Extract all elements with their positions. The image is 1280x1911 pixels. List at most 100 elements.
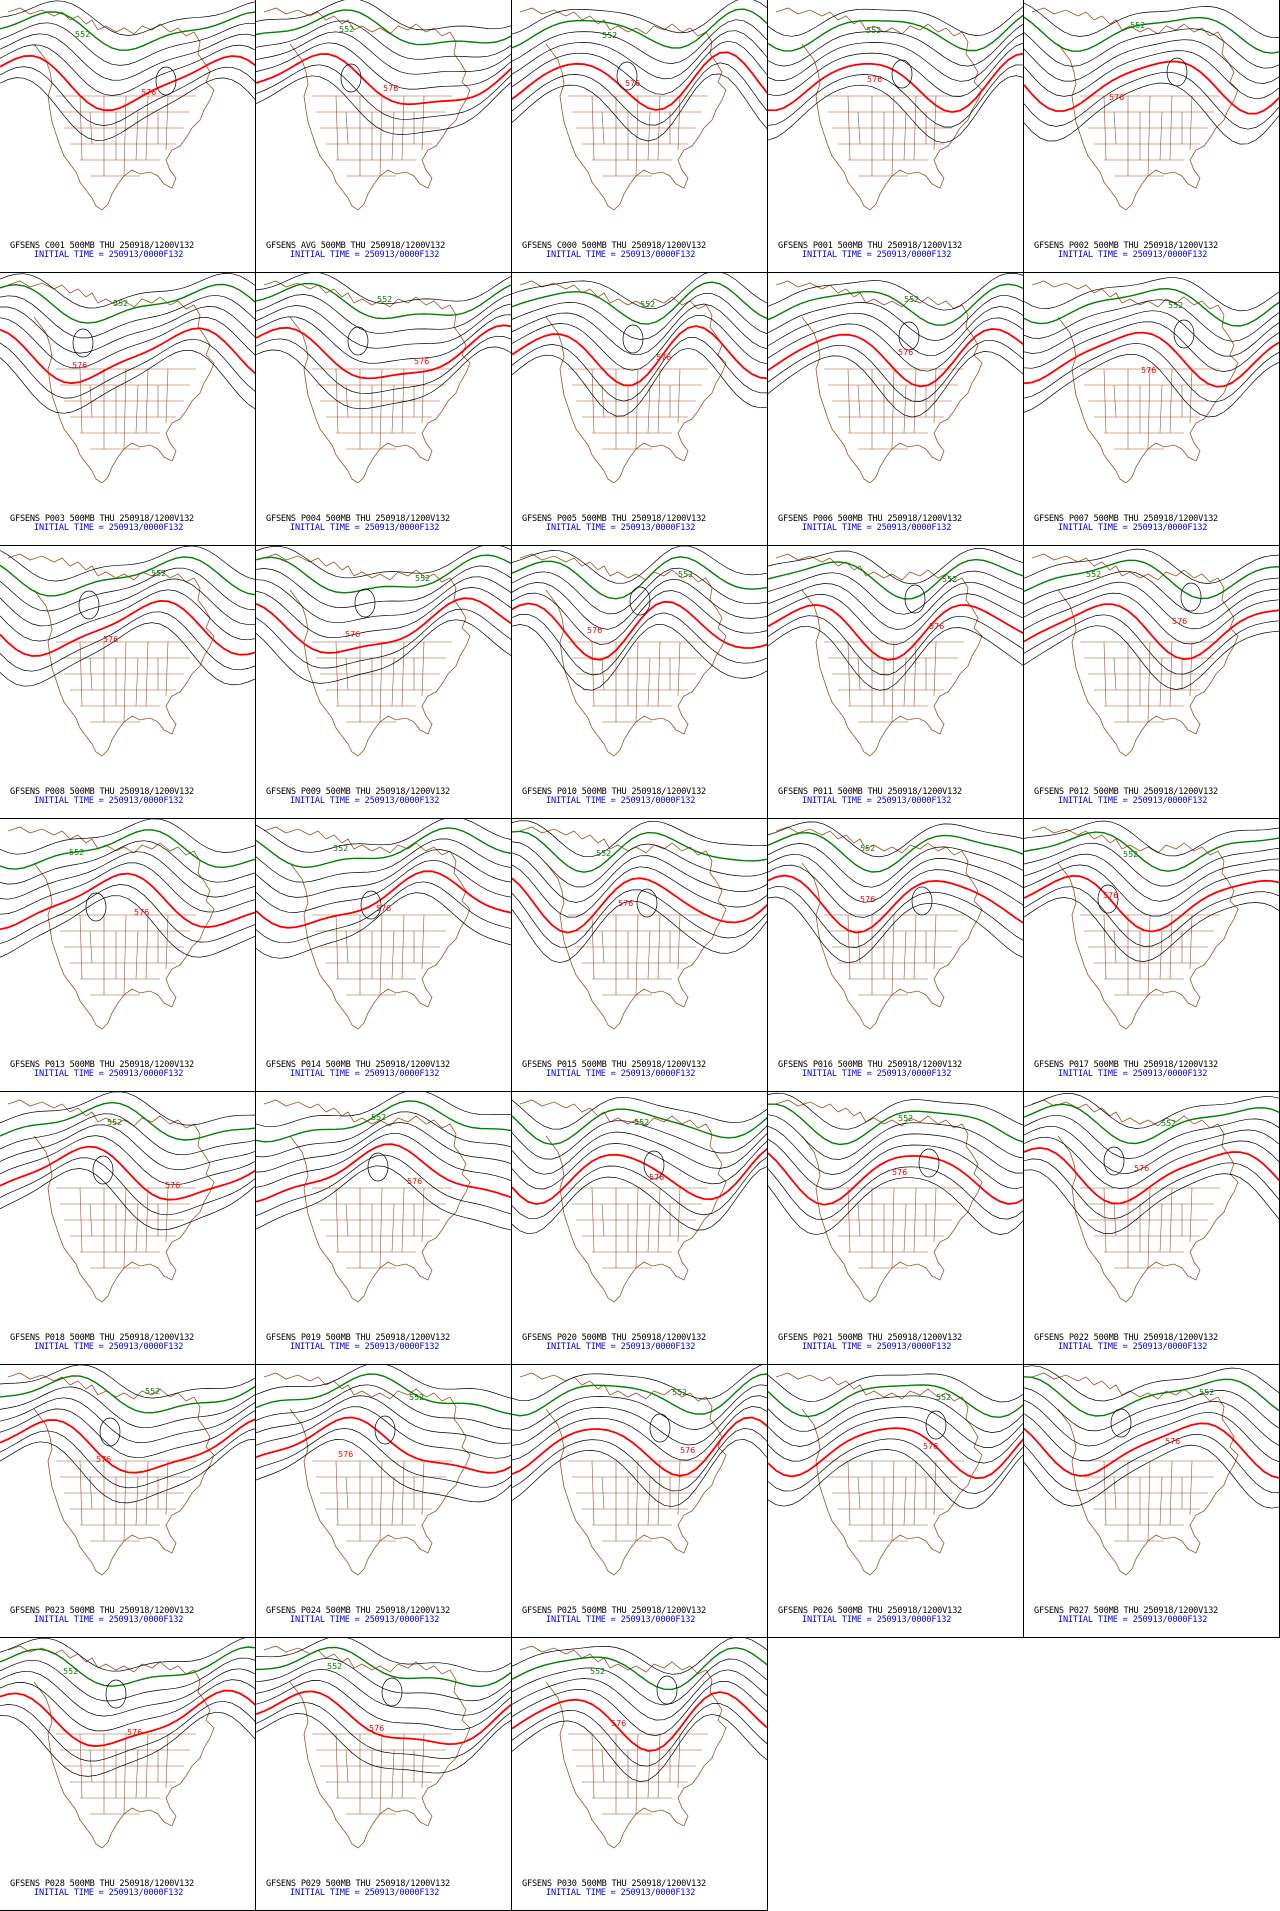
- height-contour: [0, 1439, 255, 1504]
- panel-title: GFSENS P012 500MB THU 250918/1200V132: [1034, 787, 1219, 797]
- height-contour: [0, 306, 255, 354]
- ensemble-member-panel: 552 576 GFSENS P019 500MB THU 250918/1200V…: [256, 1092, 512, 1365]
- panel-title: GFSENS P001 500MB THU 250918/1200V132: [778, 241, 963, 251]
- label-552: 552: [107, 1118, 122, 1127]
- label-576: 576: [72, 361, 87, 370]
- panel-initial-time: INITIAL TIME = 250913/0000F132: [34, 523, 184, 533]
- state-borders: [312, 914, 452, 996]
- coastline: [775, 280, 983, 484]
- height-contour: [256, 546, 511, 579]
- closed-low-contour: [155, 66, 177, 96]
- closed-low-contour: [918, 1148, 940, 1178]
- label-576: 576: [1165, 1437, 1180, 1446]
- label-552: 552: [672, 1388, 687, 1397]
- state-borders: [568, 368, 708, 450]
- height-contour: [512, 1406, 767, 1461]
- state-borders: [824, 914, 964, 996]
- contour-552: [768, 1384, 1023, 1419]
- height-contour: [512, 30, 767, 80]
- label-552: 552: [634, 1118, 649, 1127]
- height-contour: [0, 1638, 246, 1672]
- closed-low-contour: [891, 59, 913, 89]
- height-contour: [0, 1113, 255, 1156]
- label-552: 552: [75, 30, 90, 39]
- height-contour: [1024, 581, 1279, 630]
- contour-576: [256, 53, 511, 106]
- contour-layer: [768, 1373, 1023, 1510]
- height-contour: [256, 1132, 511, 1188]
- panel-title: GFSENS C001 500MB THU 250918/1200V132: [10, 241, 195, 251]
- contour-576: [256, 1416, 511, 1474]
- state-borders: [56, 1460, 196, 1542]
- label-576: 576: [414, 357, 429, 366]
- height-contour: [0, 1408, 255, 1459]
- label-576: 576: [1103, 891, 1118, 900]
- height-contour: [256, 565, 511, 608]
- height-contour: [768, 339, 1023, 402]
- ensemble-member-panel: 552 576 GFSENS P012 500MB THU 250918/1200V…: [1024, 546, 1280, 819]
- ensemble-member-panel: 552 576 GFSENS P010 500MB THU 250918/1200V…: [512, 546, 768, 819]
- height-contour: [768, 23, 1023, 67]
- height-contour: [768, 273, 1023, 311]
- panel-initial-time: INITIAL TIME = 250913/0000F132: [290, 1888, 440, 1898]
- contour-576: [256, 324, 511, 380]
- state-borders: [1080, 1460, 1220, 1542]
- panel-initial-time: INITIAL TIME = 250913/0000F132: [290, 250, 440, 260]
- height-contour: [1024, 1444, 1279, 1509]
- height-contour: [768, 864, 1023, 918]
- closed-low-contour: [99, 1417, 121, 1447]
- height-contour: [0, 317, 255, 369]
- geography-layer: [263, 826, 471, 1030]
- height-contour: [0, 1157, 255, 1216]
- ensemble-member-panel: 552 576 GFSENS P018 500MB THU 250918/1200V…: [0, 1092, 256, 1365]
- panel-title: GFSENS P014 500MB THU 250918/1200V132: [266, 1060, 451, 1070]
- height-contour: [0, 1657, 255, 1702]
- height-contour: [0, 862, 255, 915]
- height-contour: [1024, 71, 1279, 130]
- height-contour: [0, 33, 255, 81]
- coastline: [519, 1099, 727, 1303]
- coastline: [775, 826, 983, 1030]
- height-contour: [512, 1156, 767, 1220]
- ensemble-member-panel: 552 576 GFSENS P007 500MB THU 250918/1200V…: [1024, 273, 1280, 546]
- coastline: [519, 7, 727, 211]
- height-contour: [1024, 614, 1279, 675]
- heights-map: 552 576: [768, 1372, 1023, 1576]
- state-borders: [568, 1733, 708, 1815]
- coastline: [775, 7, 983, 211]
- height-contour: [768, 1166, 1023, 1220]
- label-576: 576: [103, 635, 118, 644]
- height-contour: [0, 294, 255, 339]
- ensemble-member-panel: 552 576 GFSENS P004 500MB THU 250918/1200V…: [256, 273, 512, 546]
- height-contour: [256, 1439, 511, 1503]
- coastline: [1031, 826, 1239, 1030]
- closed-low-contour: [616, 61, 638, 91]
- height-contour: [512, 273, 767, 310]
- height-contour: [256, 819, 511, 853]
- height-contour: [256, 881, 511, 944]
- height-contour: [0, 578, 255, 627]
- heights-map: 552 576: [768, 1092, 1023, 1303]
- contour-552: [256, 1373, 511, 1415]
- panel-initial-time: INITIAL TIME = 250913/0000F132: [802, 250, 952, 260]
- height-contour: [512, 1638, 767, 1675]
- ensemble-member-panel: 552 576 GFSENS P020 500MB THU 250918/1200V…: [512, 1092, 768, 1365]
- state-borders: [312, 641, 452, 723]
- heights-map: 552 576: [0, 819, 255, 1030]
- contour-576: [512, 325, 767, 387]
- height-contour: [768, 1114, 1023, 1160]
- panel-initial-time: INITIAL TIME = 250913/0000F132: [546, 1069, 696, 1079]
- panel-initial-time: INITIAL TIME = 250913/0000F132: [1058, 1615, 1208, 1625]
- label-552: 552: [866, 26, 881, 35]
- contour-576: [1024, 1422, 1279, 1479]
- contour-layer: [768, 6, 1023, 144]
- closed-low-contour: [381, 1677, 403, 1707]
- contour-layer: [0, 0, 255, 141]
- label-552: 552: [145, 1387, 160, 1396]
- contour-layer: [512, 1365, 767, 1508]
- height-contour: [512, 1166, 767, 1235]
- panel-initial-time: INITIAL TIME = 250913/0000F132: [34, 796, 184, 806]
- closed-low-contour: [649, 1413, 671, 1443]
- panel-initial-time: INITIAL TIME = 250913/0000F132: [802, 1342, 952, 1352]
